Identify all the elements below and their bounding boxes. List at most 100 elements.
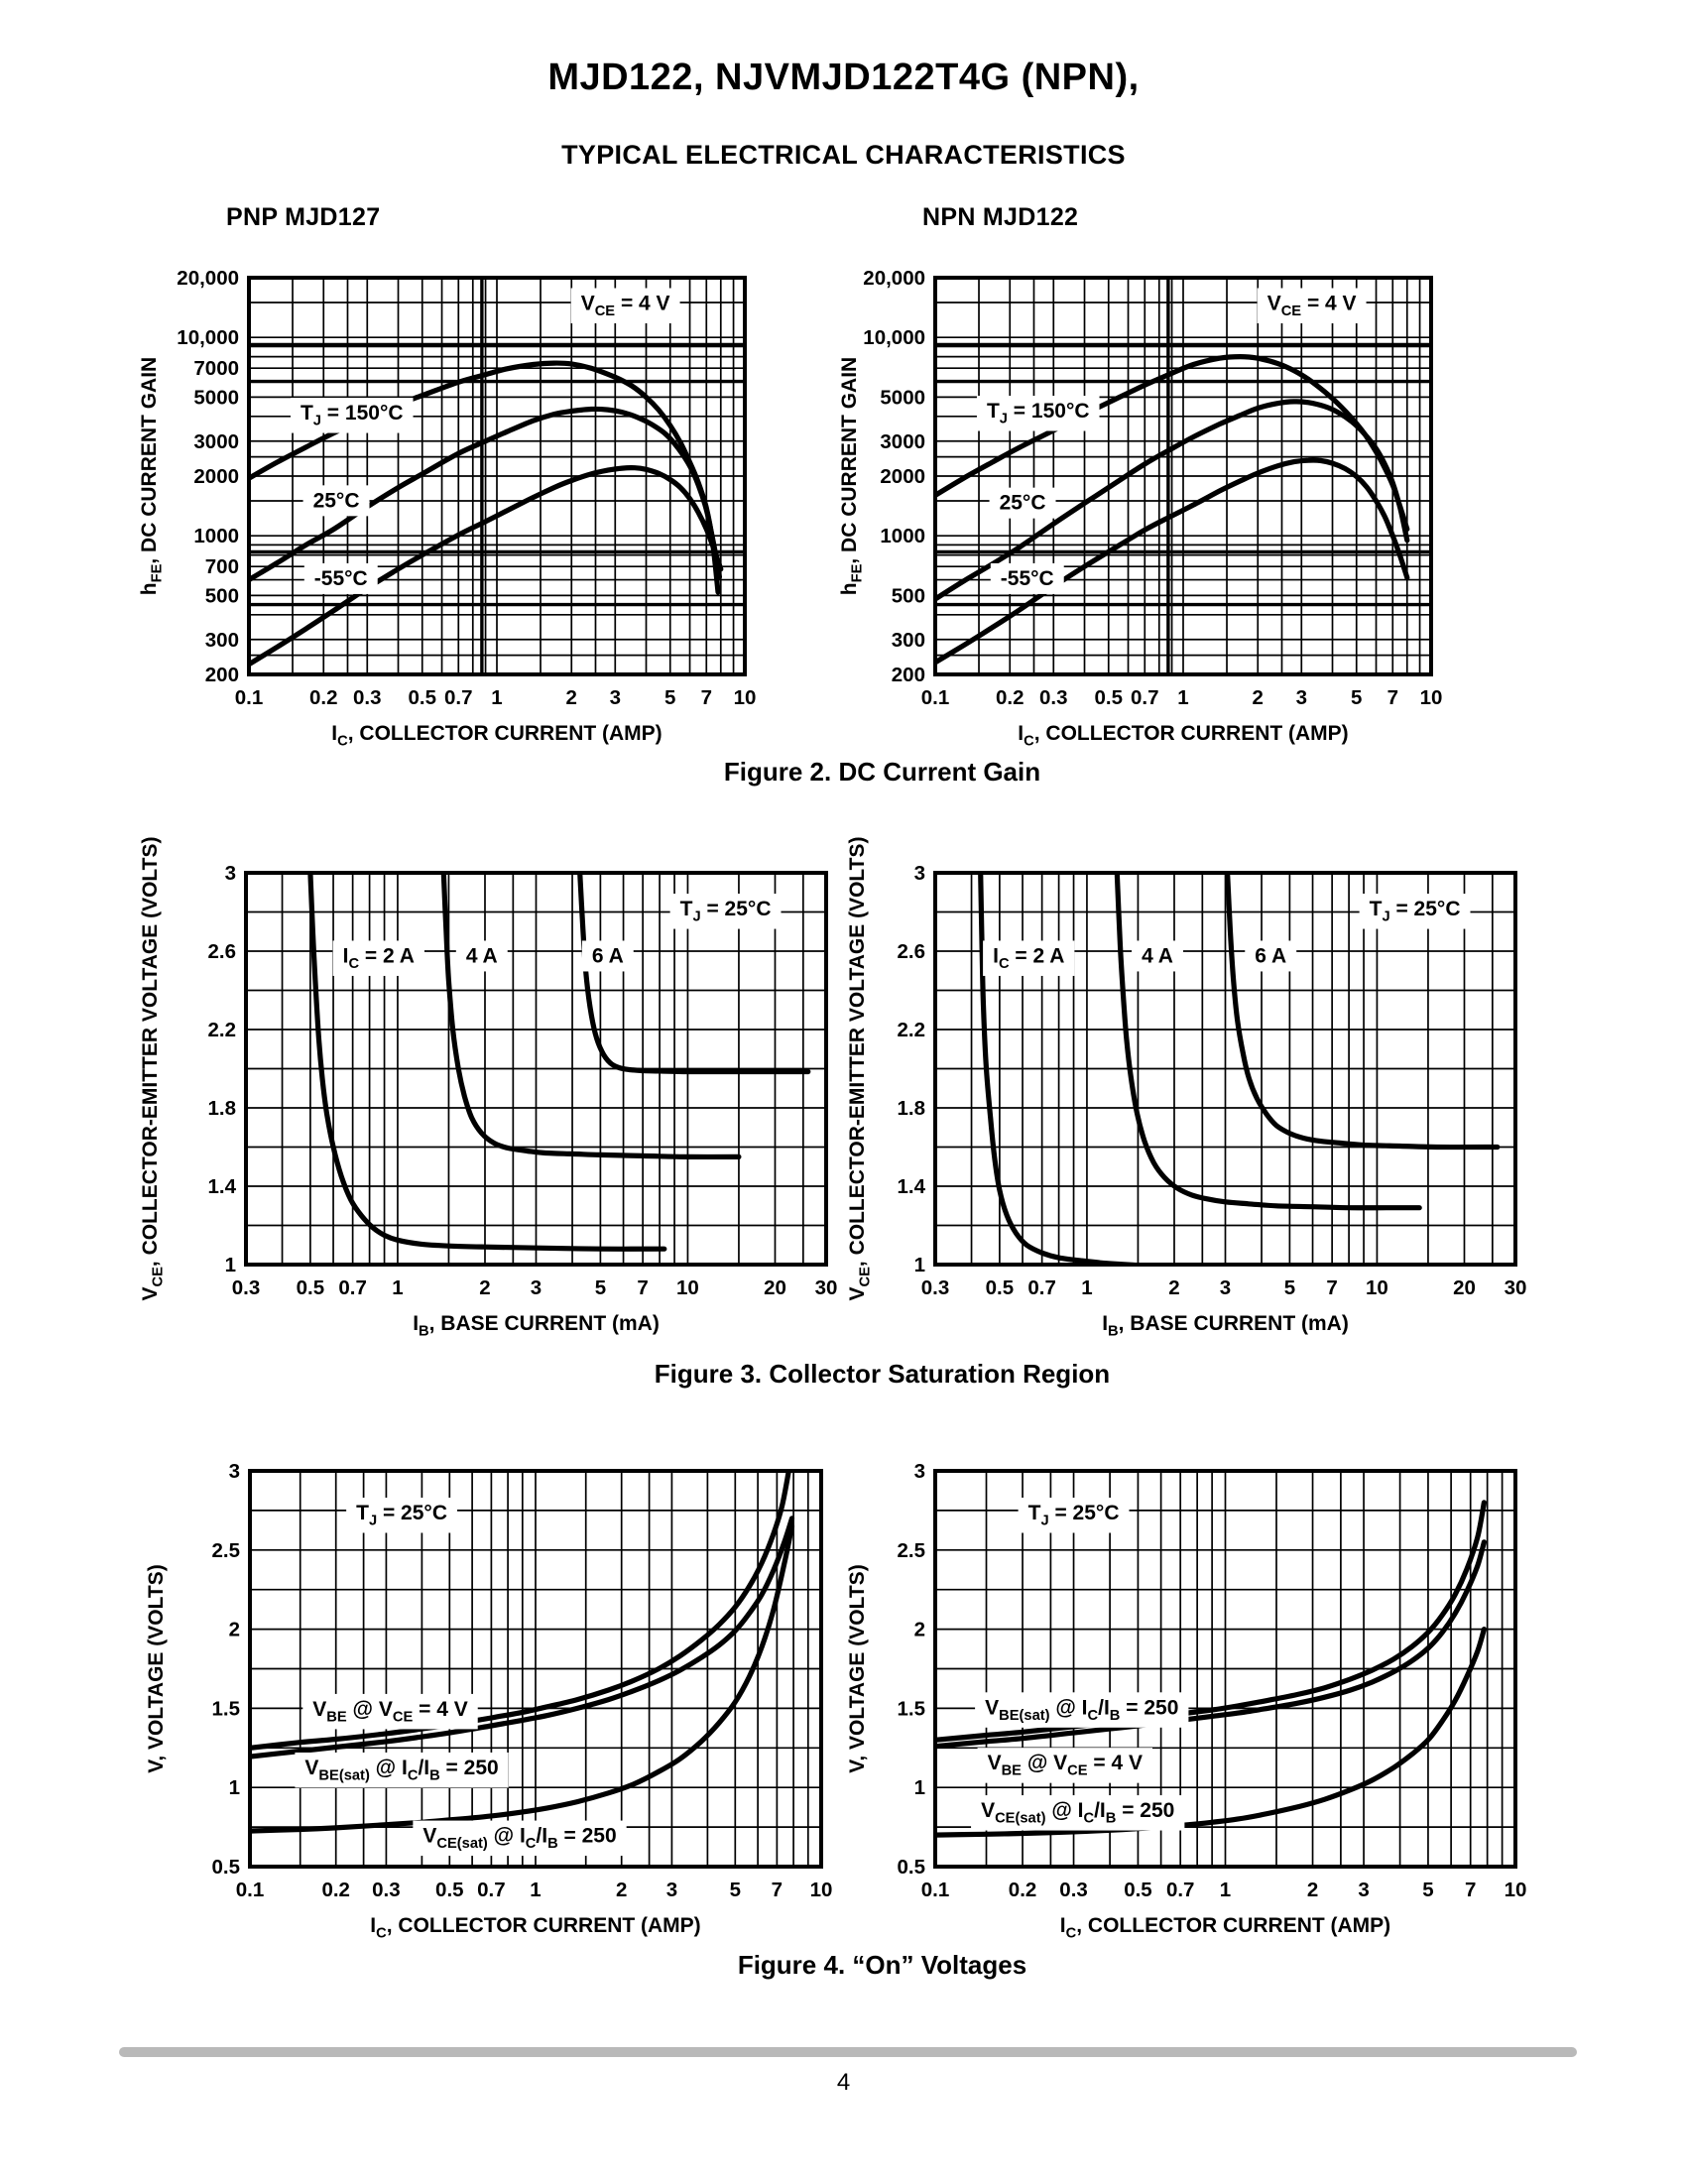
plot-border	[933, 1469, 1517, 1869]
x-tick: 1	[1177, 686, 1188, 709]
figure3-caption: Figure 3. Collector Saturation Region	[654, 1359, 1111, 1389]
plot-border	[244, 871, 828, 1267]
series-curves	[978, 871, 1501, 1267]
x-tick: 1	[491, 686, 502, 709]
curve-0	[978, 871, 1337, 1267]
plot-border	[933, 276, 1433, 676]
x-tick: 5	[1284, 1276, 1295, 1299]
y-axis-label: VCE, COLLECTOR-EMITTER VOLTAGE (VOLTS)	[139, 836, 167, 1300]
y-tick: 10,000	[863, 326, 925, 349]
x-tick: 7	[772, 1879, 783, 1901]
curve-2	[577, 871, 811, 1075]
y-tick: 3000	[193, 430, 239, 453]
x-axis-label: IC, COLLECTOR CURRENT (AMP)	[331, 722, 662, 750]
annotation-box-3	[581, 940, 634, 972]
curve-1	[440, 871, 742, 1160]
y-tick: 1.8	[208, 1097, 237, 1120]
y-tick: 1	[914, 1254, 925, 1276]
x-tick: 0.5	[1094, 686, 1123, 709]
x-tick: 7	[1326, 1276, 1337, 1299]
x-tick: 0.1	[921, 686, 950, 709]
y-axis-label: V, VOLTAGE (VOLTS)	[846, 1564, 869, 1772]
x-tick: 0.3	[353, 686, 382, 709]
x-tick: 0.2	[1009, 1879, 1037, 1901]
x-tick: 0.7	[477, 1879, 506, 1901]
x-tick: 2	[616, 1879, 627, 1901]
x-tick: 5	[664, 686, 675, 709]
annotation-1: IC = 2 A	[993, 944, 1064, 972]
y-tick: 200	[892, 664, 925, 686]
y-tick: 2	[914, 1619, 925, 1641]
x-tick: 0.7	[1131, 686, 1159, 709]
x-tick: 20	[764, 1276, 786, 1299]
y-tick: 7000	[193, 357, 239, 380]
annotation-2: VBE(sat) @ IC/IB = 250	[304, 1757, 498, 1784]
page-subtitle: TYPICAL ELECTRICAL CHARACTERISTICS	[561, 140, 1126, 170]
x-tick: 0.3	[372, 1879, 401, 1901]
y-tick: 1.8	[898, 1097, 926, 1120]
y-axis-ticks: 3 2.5 2 1.5 1 0.5	[212, 1460, 241, 1879]
x-tick: 7	[701, 686, 712, 709]
x-tick: 30	[815, 1276, 838, 1299]
figure2-caption: Figure 2. DC Current Gain	[723, 757, 1041, 787]
x-tick: 1	[1081, 1276, 1092, 1299]
x-tick: 3	[1220, 1276, 1231, 1299]
y-tick: 3	[225, 862, 236, 885]
x-tick: 30	[1505, 1276, 1527, 1299]
annotation-1: TJ = 150°C	[987, 400, 1090, 427]
curve-2	[1225, 871, 1501, 1151]
gridlines	[250, 1471, 821, 1867]
x-tick: 0.2	[309, 686, 338, 709]
x-tick: 20	[1453, 1276, 1476, 1299]
x-tick: 0.1	[921, 1879, 950, 1901]
annotation-0: TJ = 25°C	[356, 1502, 447, 1529]
y-tick: 0.5	[898, 1856, 926, 1879]
annotation-box-2	[302, 485, 370, 517]
x-axis-ticks: 0.1 0.2 0.3 0.5 0.7 1 2 3 5 7 10	[236, 1879, 833, 1901]
x-tick: 0.7	[1166, 1879, 1195, 1901]
annotation-box-2	[1132, 940, 1183, 972]
y-axis-ticks: 3 2.6 2.2 1.8 1.4 1	[898, 862, 926, 1276]
y-tick: 3	[914, 1460, 925, 1483]
annotation-box-3	[1245, 940, 1297, 972]
y-axis-ticks: 20,000 10,000 5000 3000 2000 1000 500 300 200	[863, 267, 925, 686]
bold-gridlines	[935, 278, 1431, 674]
x-axis-ticks: 0.1 0.2 0.3 0.5 0.7 1 2 3 5 7 10	[235, 686, 757, 709]
y-tick: 2.2	[208, 1019, 237, 1041]
annotation-0: TJ = 25°C	[1028, 1502, 1120, 1529]
x-tick: 0.5	[435, 1879, 464, 1901]
y-tick: 300	[892, 629, 925, 652]
x-axis-ticks: 0.1 0.2 0.3 0.5 0.7 1 2 3 5 7 10	[921, 1879, 1527, 1901]
y-tick: 200	[205, 664, 239, 686]
annotation-2: 4 A	[1142, 944, 1173, 967]
footer-divider-bar	[119, 2047, 1577, 2057]
y-axis-ticks: 20,000 10,000 7000 5000 3000 2000 1000 700 500 30…	[177, 267, 239, 686]
figure4-caption: Figure 4. “On” Voltages	[737, 1950, 1027, 1980]
y-tick: 3	[914, 862, 925, 885]
annotation-1: IC = 2 A	[343, 944, 415, 972]
annotation-2: 25°C	[1000, 492, 1046, 515]
y-tick: 2.6	[208, 940, 237, 963]
y-tick: 1.5	[212, 1697, 241, 1720]
column-header-pnp: PNP MJD127	[226, 203, 381, 231]
x-tick: 3	[666, 1879, 677, 1901]
annotation-2: 4 A	[466, 944, 498, 967]
y-tick: 3	[229, 1460, 240, 1483]
x-axis-ticks: 0.1 0.2 0.3 0.5 0.7 1 2 3 5 7 10	[921, 686, 1443, 709]
y-axis-label: VCE, COLLECTOR-EMITTER VOLTAGE (VOLTS)	[846, 836, 874, 1300]
plot-border	[248, 1469, 823, 1869]
x-tick: 0.2	[321, 1879, 350, 1901]
y-tick: 5000	[880, 386, 925, 409]
x-tick: 5	[1351, 686, 1362, 709]
x-tick: 0.3	[1059, 1879, 1088, 1901]
x-tick: 10	[1366, 1276, 1388, 1299]
y-tick: 300	[205, 629, 239, 652]
plot-border	[247, 276, 747, 676]
x-tick: 0.7	[444, 686, 473, 709]
x-tick: 3	[610, 686, 621, 709]
